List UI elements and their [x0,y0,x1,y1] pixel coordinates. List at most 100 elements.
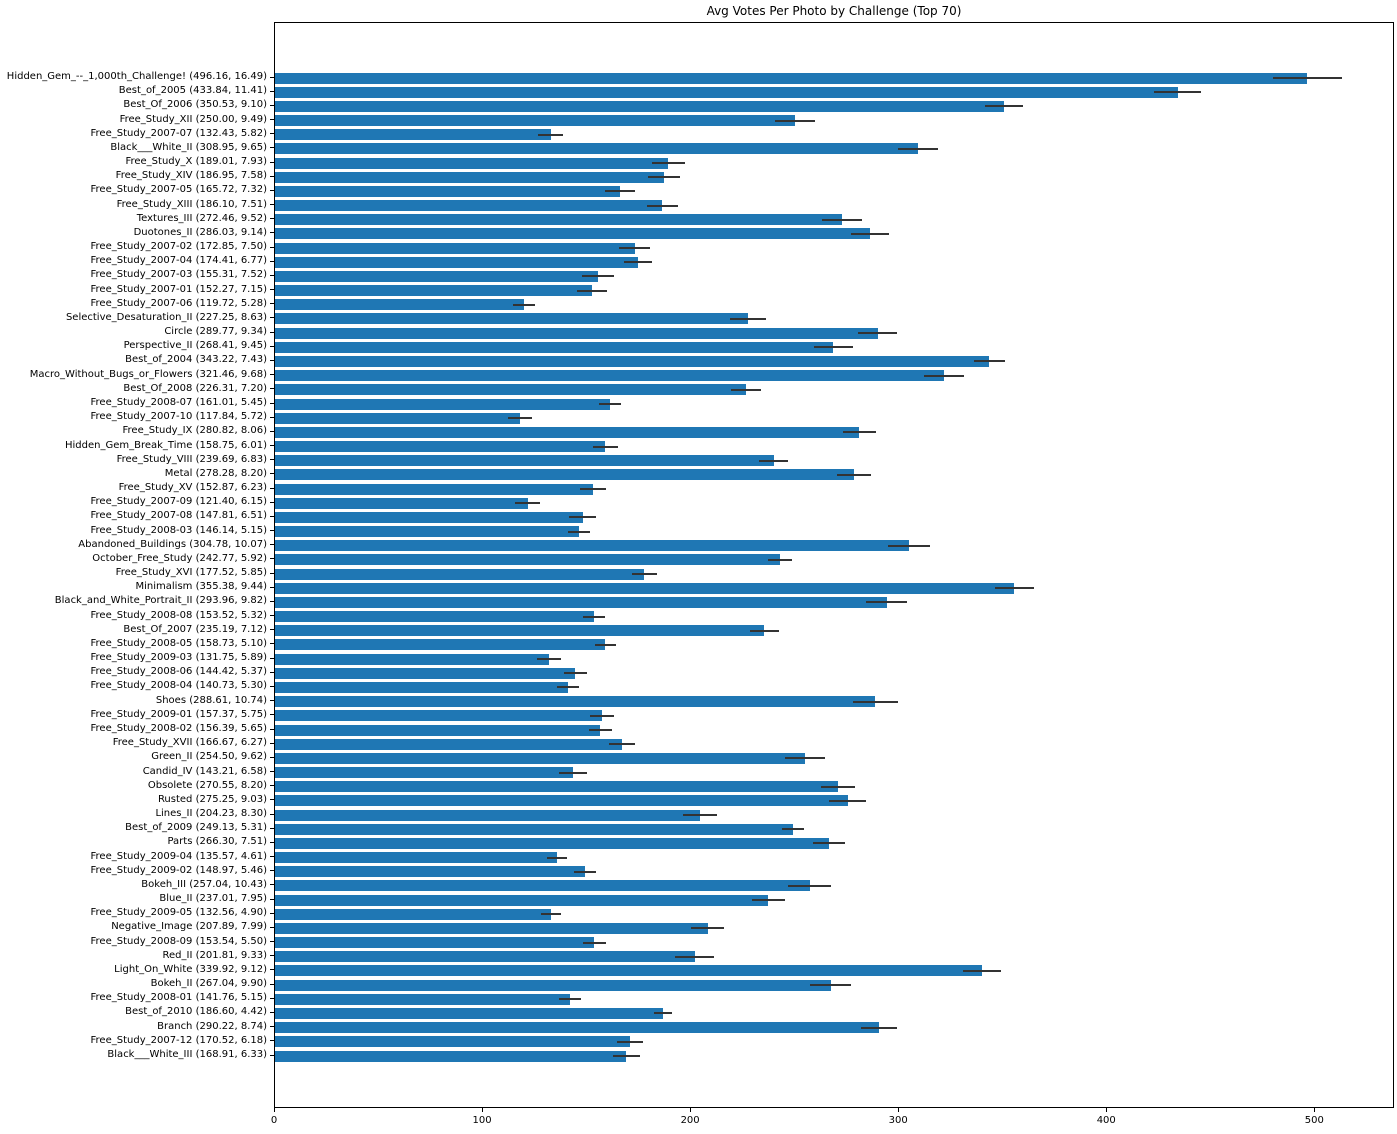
bar [275,341,834,353]
x-tick-mark [1313,1108,1315,1112]
bar [275,540,910,552]
error-bar [583,615,606,618]
x-tick-mark [481,1108,483,1112]
error-bar [568,530,590,533]
y-tick-mark [270,629,274,631]
bar [275,129,551,141]
bar [275,568,645,580]
error-bar [788,884,832,887]
bar [275,157,669,169]
y-tick-label: Red_II (201.81, 9.33) [162,949,268,961]
y-tick-label: Best_of_2004 (343.22, 7.43) [125,354,267,366]
y-tick-mark [270,558,274,560]
y-tick-label: Free_Study_2007-08 (147.81, 6.51) [90,510,267,522]
error-bar [619,247,651,250]
y-tick-mark [270,657,274,659]
error-bar [559,998,581,1001]
y-tick-mark [270,260,274,262]
x-tick-mark [689,1108,691,1112]
y-tick-mark [270,600,274,602]
y-tick-label: Free_Study_2007-10 (117.84, 5.72) [90,411,267,423]
bar [275,554,781,566]
error-bar [810,984,852,987]
error-bar [623,261,652,264]
y-tick-mark [270,997,274,999]
error-bar [540,913,561,916]
error-bar [729,317,766,320]
y-tick-mark [270,700,274,702]
bar [275,86,1178,98]
y-tick-mark [270,331,274,333]
bar [275,965,983,977]
error-bar [564,672,587,675]
y-tick-label: Free_Study_2009-03 (131.75, 5.89) [90,652,267,664]
y-tick-mark [270,459,274,461]
bar [275,837,830,849]
y-tick-mark [270,813,274,815]
y-tick-mark [270,317,274,319]
y-tick-mark [270,416,274,418]
y-tick-mark [270,374,274,376]
y-tick-label: Best_Of_2008 (226.31, 7.20) [123,382,267,394]
y-tick-label: Best_of_2009 (249.13, 5.31) [125,822,267,834]
x-tick-label: 300 [888,1115,908,1126]
y-tick-mark [270,912,274,914]
bar [275,894,769,906]
y-tick-mark [270,827,274,829]
y-tick-mark [270,671,274,673]
y-tick-mark [270,870,274,872]
bar [275,681,568,693]
error-bar [749,629,780,632]
y-tick-mark [270,714,274,716]
bar [275,426,860,438]
error-bar [853,700,898,703]
bar [275,922,708,934]
y-tick-label: Duotones_II (286.03, 9.14) [133,226,267,238]
error-bar [994,587,1035,590]
y-tick-label: Free_Study_2007-04 (174.41, 6.77) [90,255,267,267]
error-bar [923,374,964,377]
bar [275,639,606,651]
y-tick-label: Free_Study_2007-02 (172.85, 7.50) [90,241,267,253]
error-bar [775,119,815,122]
bar [275,214,842,226]
y-tick-mark [270,1011,274,1013]
y-tick-label: October_Free_Study (242.77, 5.92) [92,552,267,564]
error-bar [888,544,931,547]
error-bar [759,459,788,462]
y-tick-mark [270,898,274,900]
bar [275,285,592,297]
bar [275,511,583,523]
error-bar [576,289,607,292]
y-tick-label: Macro_Without_Bugs_or_Flowers (321.46, 9… [29,368,267,380]
y-tick-mark [270,289,274,291]
bar [275,696,876,708]
y-tick-label: Free_Study_2008-05 (158.73, 5.10) [90,637,267,649]
error-bar [813,842,845,845]
error-bar [556,686,579,689]
bar [275,256,638,268]
error-bar [513,303,536,306]
bar [275,795,848,807]
y-tick-label: Free_Study_2007-05 (165.72, 7.32) [90,184,267,196]
bar [275,384,746,396]
y-tick-mark [270,402,274,404]
error-bar [654,1012,673,1015]
bar [275,228,871,240]
bar [275,993,570,1005]
y-tick-mark [270,785,274,787]
error-bar [646,204,678,207]
y-tick-label: Black___White_II (308.95, 9.65) [110,141,267,153]
y-tick-label: Black___White_III (168.91, 6.33) [107,1049,267,1060]
y-tick-label: Free_Study_2009-02 (148.97, 5.46) [90,864,267,876]
y-tick-mark [270,487,274,489]
y-tick-mark [270,756,274,758]
bar [275,355,990,367]
y-tick-mark [270,771,274,773]
y-tick-mark [270,728,274,730]
y-tick-label: Black_and_White_Portrait_II (293.96, 9.8… [54,595,267,607]
error-bar [682,814,718,817]
error-bar [573,870,597,873]
y-tick-mark [270,473,274,475]
x-tick-label: 500 [1304,1115,1324,1126]
